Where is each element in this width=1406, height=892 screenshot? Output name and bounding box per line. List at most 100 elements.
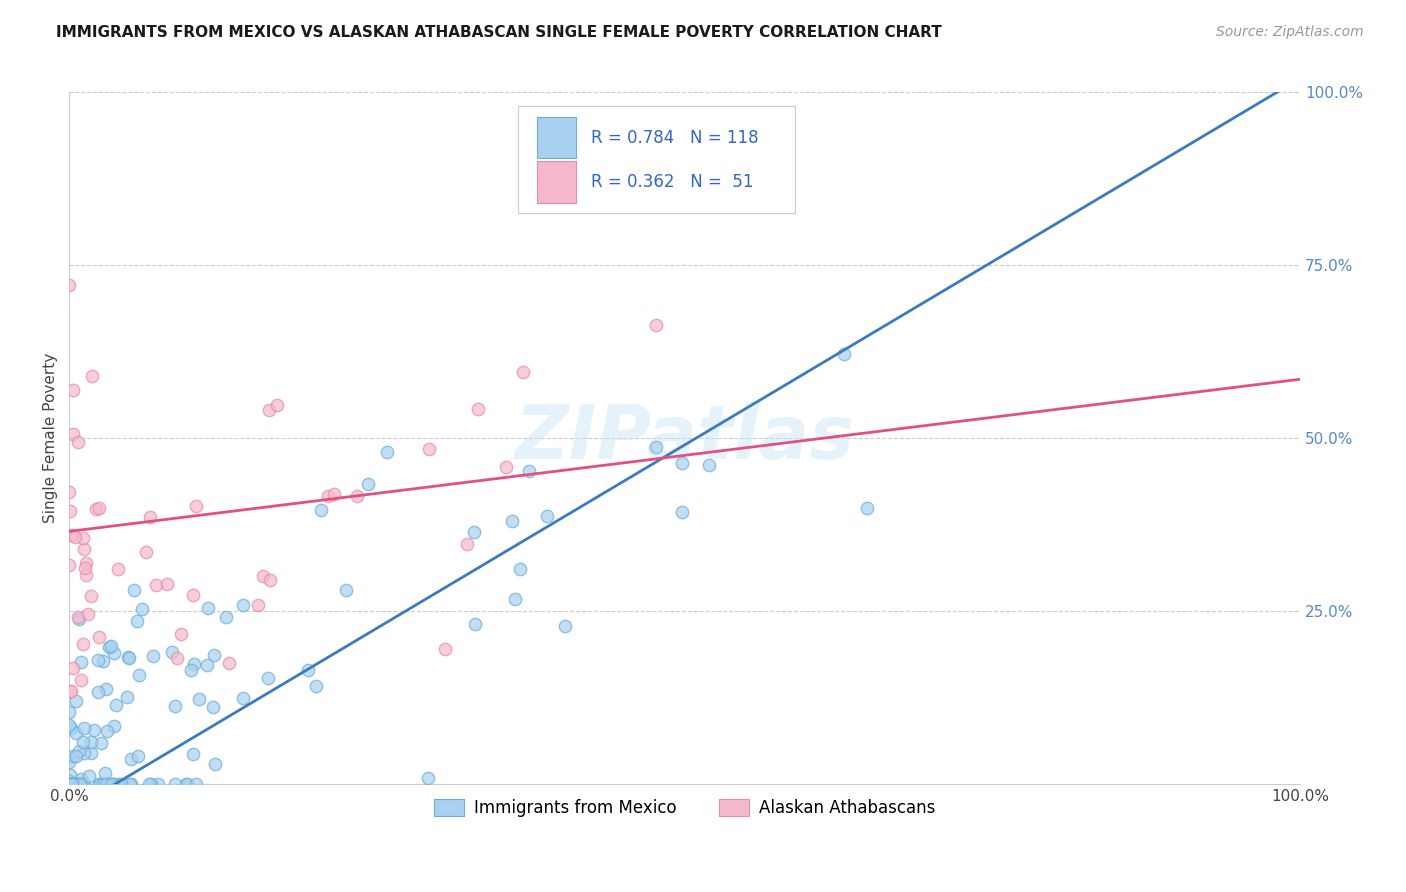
Point <box>67 609 90 624</box>
Point <box>127 748 149 763</box>
Point <box>512 365 534 379</box>
Point <box>58 777 80 791</box>
Point <box>105 698 128 712</box>
Point <box>89 777 111 791</box>
Text: R = 0.362   N =  51: R = 0.362 N = 51 <box>591 173 754 191</box>
Point <box>139 509 162 524</box>
Point <box>138 777 160 791</box>
Point <box>186 499 208 513</box>
Point <box>75 568 97 582</box>
Point <box>94 777 117 791</box>
Point <box>456 537 478 551</box>
Point <box>63 530 86 544</box>
Point <box>246 598 269 612</box>
Point <box>60 777 83 791</box>
Point <box>201 700 224 714</box>
Point <box>86 653 108 667</box>
Point <box>117 649 139 664</box>
Point <box>183 747 205 762</box>
Point <box>495 459 517 474</box>
Y-axis label: Single Female Poverty: Single Female Poverty <box>44 353 58 524</box>
Point <box>181 588 204 602</box>
Text: IMMIGRANTS FROM MEXICO VS ALASKAN ATHABASCAN SINGLE FEMALE POVERTY CORRELATION C: IMMIGRANTS FROM MEXICO VS ALASKAN ATHABA… <box>56 25 942 40</box>
Point <box>232 598 254 612</box>
Point <box>418 442 440 457</box>
Point <box>316 489 339 503</box>
Point <box>197 600 219 615</box>
Point <box>98 640 121 654</box>
Point <box>107 777 129 791</box>
Point <box>91 777 114 791</box>
Point <box>73 541 96 556</box>
Point <box>697 458 720 472</box>
Point <box>163 777 186 791</box>
Point <box>671 456 693 470</box>
Point <box>467 402 489 417</box>
Point <box>59 684 82 698</box>
Point <box>67 611 90 625</box>
Point <box>60 777 83 791</box>
Point <box>80 746 103 760</box>
Point <box>215 610 238 624</box>
Point <box>335 583 357 598</box>
Point <box>166 651 188 665</box>
Point <box>259 573 281 587</box>
Point <box>252 568 274 582</box>
Point <box>58 484 80 499</box>
Point <box>107 562 129 576</box>
Point <box>83 723 105 737</box>
Point <box>77 607 100 621</box>
Point <box>297 663 319 677</box>
Point <box>69 655 91 669</box>
Point <box>94 765 117 780</box>
Point <box>87 500 110 515</box>
Point <box>58 277 80 292</box>
Point <box>96 777 118 791</box>
Point <box>100 777 122 791</box>
Point <box>163 699 186 714</box>
Point <box>72 735 94 749</box>
Point <box>183 657 205 671</box>
Legend: Immigrants from Mexico, Alaskan Athabascans: Immigrants from Mexico, Alaskan Athabasc… <box>427 792 942 824</box>
Point <box>69 673 91 687</box>
Point <box>174 777 197 791</box>
Point <box>65 748 87 763</box>
Point <box>70 777 93 791</box>
Point <box>67 777 90 791</box>
Point <box>87 685 110 699</box>
Point <box>80 590 103 604</box>
Point <box>115 690 138 704</box>
Point <box>204 757 226 772</box>
Point <box>509 561 531 575</box>
Point <box>70 772 93 786</box>
Point <box>58 558 80 572</box>
Point <box>82 369 104 384</box>
Point <box>84 502 107 516</box>
Point <box>463 524 485 539</box>
Point <box>309 503 332 517</box>
Point <box>146 777 169 791</box>
Point <box>142 649 165 664</box>
Point <box>256 671 278 685</box>
Point <box>103 718 125 732</box>
Point <box>58 777 80 791</box>
Point <box>59 777 82 791</box>
Point <box>58 774 80 789</box>
Point <box>65 726 87 740</box>
Point <box>73 746 96 760</box>
Point <box>501 514 523 528</box>
Point <box>60 528 83 542</box>
Point <box>644 440 666 454</box>
Point <box>103 777 125 791</box>
Point <box>433 642 456 657</box>
Point <box>122 582 145 597</box>
Point <box>62 426 84 441</box>
Point <box>58 777 80 791</box>
Point <box>62 777 84 791</box>
Point <box>59 777 82 791</box>
Text: R = 0.784   N = 118: R = 0.784 N = 118 <box>591 128 759 146</box>
FancyBboxPatch shape <box>519 106 796 213</box>
Point <box>67 743 90 757</box>
Point <box>266 398 288 412</box>
Point <box>59 777 82 791</box>
